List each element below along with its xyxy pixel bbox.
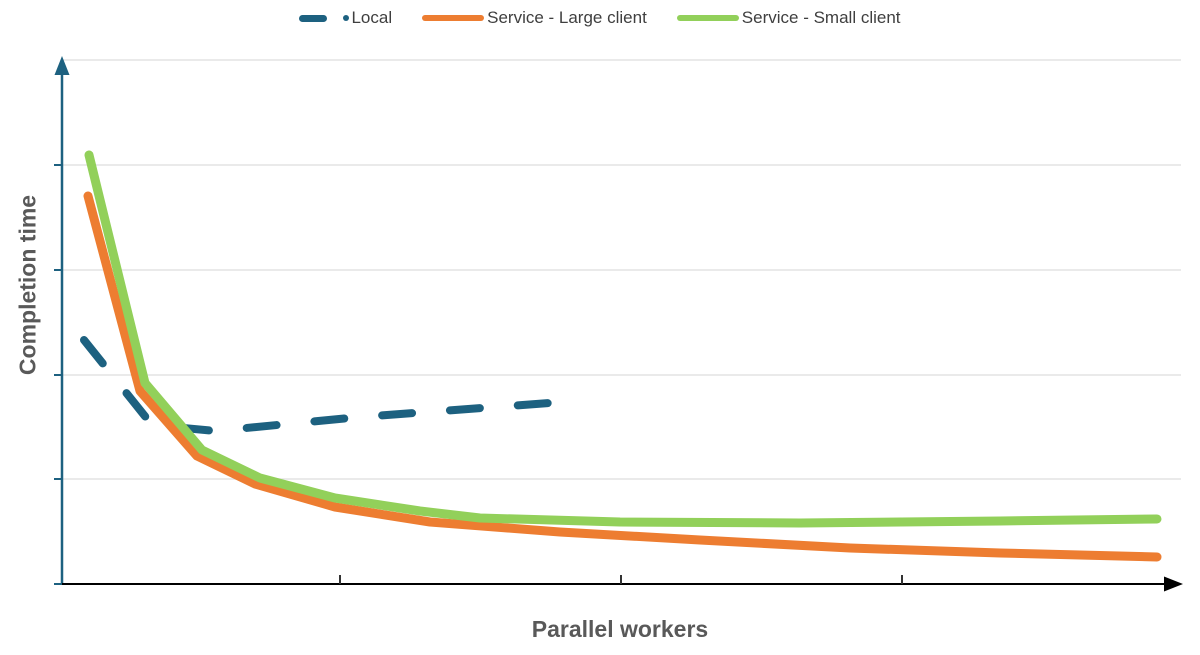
legend-label-service-large-client: Service - Large client [487, 8, 647, 27]
service-large-line-swatch-icon [422, 15, 485, 21]
series-local [80, 336, 567, 435]
legend-item-service-small-client: Service - Small client [676, 6, 901, 30]
series-service-large-client [83, 191, 1162, 562]
legend-label-service-small-client: Service - Small client [741, 8, 901, 27]
x-axis-title: Parallel workers [531, 616, 709, 642]
y-axis-title: Completion time [14, 194, 41, 376]
chart-legend: Local Service - Large client Service - S… [0, 6, 1200, 30]
legend-item-local: Local [299, 6, 392, 30]
legend-label-local: Local [351, 8, 393, 27]
legend-item-service-large-client: Service - Large client [422, 6, 647, 30]
series-service-small-client [84, 150, 1162, 528]
local-dash-swatch-icon [299, 14, 328, 22]
local-dot-swatch-icon [343, 15, 350, 21]
service-small-line-swatch-icon [676, 15, 739, 21]
